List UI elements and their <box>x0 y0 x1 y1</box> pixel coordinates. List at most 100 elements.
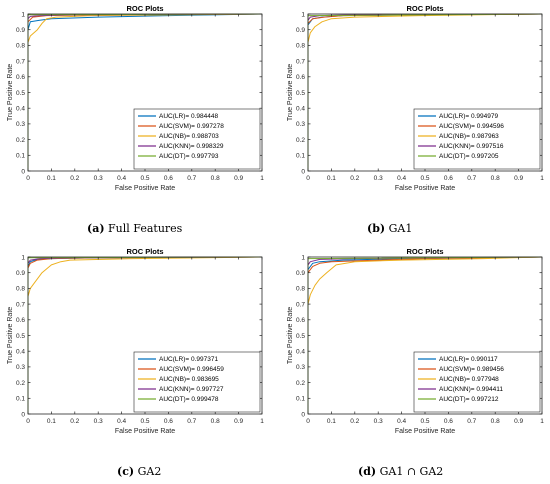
roc-panel-ga1: 0 0.1 0.2 0.3 0.4 0.5 0.6 0.7 0.8 0.9 1 0 0.1 0.2 0.3 0… <box>287 4 544 192</box>
legend-label-svm: AUC(SVM)= 0.994596 <box>439 123 504 130</box>
x-tick-label: 0.1 <box>47 175 56 182</box>
y-tick-label: 0 <box>21 168 25 175</box>
y-tick-label: 0.6 <box>296 317 305 324</box>
y-tick-label: 0.5 <box>296 333 305 340</box>
x-tick-label: 0.3 <box>374 418 383 425</box>
y-tick-label: 1 <box>21 11 25 18</box>
legend-label-svm: AUC(SVM)= 0.996459 <box>159 366 224 373</box>
legend-box <box>413 351 541 413</box>
legend-label-nb: AUC(NB)= 0.987963 <box>439 133 499 140</box>
y-tick-label: 0.6 <box>16 317 25 324</box>
legend-label-dt: AUC(DT)= 0.997793 <box>159 153 219 160</box>
x-tick-label: 0.9 <box>514 418 523 425</box>
legend: AUC(LR)= 0.994979 AUC(SVM)= 0.994596 AUC(N… <box>413 108 541 170</box>
x-tick-label: 0.9 <box>514 175 523 182</box>
y-tick-label: 0.6 <box>296 74 305 81</box>
x-tick-label: 0.4 <box>397 175 406 182</box>
x-tick-label: 0.8 <box>211 175 220 182</box>
legend-label-knn: AUC(KNN)= 0.997727 <box>159 386 224 393</box>
x-tick-label: 0.4 <box>397 418 406 425</box>
legend-label-nb: AUC(NB)= 0.977948 <box>439 376 499 383</box>
caption-d: (d) GA1 ∩ GA2 <box>358 465 443 478</box>
x-axis-label: False Positive Rate <box>115 185 175 192</box>
caption-c-text: GA2 <box>137 465 162 478</box>
x-tick-label: 0.6 <box>444 418 453 425</box>
y-tick-label: 1 <box>21 254 25 261</box>
caption-a-text: Full Features <box>108 222 183 235</box>
y-tick-label: 0.2 <box>16 137 25 144</box>
chart-title: ROC Plots <box>406 247 443 256</box>
y-tick-label: 1 <box>301 11 305 18</box>
legend-label-knn: AUC(KNN)= 0.997516 <box>439 143 504 150</box>
y-tick-label: 0.5 <box>16 333 25 340</box>
caption-b-text: GA1 <box>388 222 413 235</box>
y-tick-label: 0.4 <box>296 349 305 356</box>
x-tick-label: 0.9 <box>234 418 243 425</box>
x-tick-label: 0.5 <box>140 175 149 182</box>
chart-title: ROC Plots <box>126 247 163 256</box>
x-tick-label: 0.7 <box>467 418 476 425</box>
legend-box <box>413 108 541 170</box>
series-line-nb <box>307 256 543 414</box>
legend-label-nb: AUC(NB)= 0.988703 <box>159 133 219 140</box>
caption-c: (c) GA2 <box>117 465 161 478</box>
x-tick-label: 0.2 <box>70 418 79 425</box>
y-tick-label: 0.2 <box>16 380 25 387</box>
chart-title: ROC Plots <box>126 4 163 13</box>
y-tick-label: 0.8 <box>16 286 25 293</box>
y-tick-label: 0 <box>301 411 305 418</box>
x-tick-label: 0 <box>26 175 30 182</box>
legend-label-lr: AUC(LR)= 0.990117 <box>439 356 498 363</box>
legend-label-dt: AUC(DT)= 0.997205 <box>439 153 499 160</box>
x-tick-label: 0.8 <box>491 418 500 425</box>
y-tick-label: 0 <box>301 168 305 175</box>
y-tick-label: 0.4 <box>16 106 25 113</box>
y-tick-label: 0.9 <box>16 270 25 277</box>
legend-label-svm: AUC(SVM)= 0.989456 <box>439 366 504 373</box>
series-line-svm <box>307 256 543 414</box>
x-tick-label: 0 <box>306 175 310 182</box>
legend-label-svm: AUC(SVM)= 0.997278 <box>159 123 224 130</box>
y-tick-label: 0.8 <box>296 286 305 293</box>
x-tick-label: 0.5 <box>420 175 429 182</box>
caption-d-text: GA1 ∩ GA2 <box>379 465 444 478</box>
x-tick-label: 0.1 <box>327 175 336 182</box>
caption-b-letter: (b) <box>367 222 386 235</box>
y-axis-label: True Positive Rate <box>287 64 294 121</box>
roc-panel-ga2: 0 0.1 0.2 0.3 0.4 0.5 0.6 0.7 0.8 0.9 1 0 0.1 0.2 0.3 0… <box>7 247 264 435</box>
legend-box <box>133 108 261 170</box>
x-tick-label: 0.4 <box>117 418 126 425</box>
x-tick-label: 1 <box>540 175 544 182</box>
y-tick-label: 0.9 <box>296 27 305 34</box>
y-tick-label: 0.7 <box>16 58 25 65</box>
legend-label-knn: AUC(KNN)= 0.998329 <box>159 143 224 150</box>
legend-label-knn: AUC(KNN)= 0.994411 <box>439 386 503 393</box>
y-tick-label: 0.8 <box>16 43 25 50</box>
x-tick-label: 0.5 <box>420 418 429 425</box>
legend: AUC(LR)= 0.997371 AUC(SVM)= 0.996459 AUC(N… <box>133 351 261 413</box>
x-tick-label: 0 <box>306 418 310 425</box>
x-tick-label: 0.3 <box>374 175 383 182</box>
y-tick-label: 0.2 <box>296 380 305 387</box>
x-tick-label: 0.7 <box>187 418 196 425</box>
x-tick-label: 0.2 <box>350 418 359 425</box>
y-tick-label: 0 <box>21 411 25 418</box>
legend: AUC(LR)= 0.984448 AUC(SVM)= 0.997278 AUC(N… <box>133 108 261 170</box>
legend-label-dt: AUC(DT)= 0.999478 <box>159 396 219 403</box>
legend-label-lr: AUC(LR)= 0.984448 <box>159 113 218 120</box>
y-tick-label: 1 <box>301 254 305 261</box>
y-tick-label: 0.5 <box>16 90 25 97</box>
legend-label-lr: AUC(LR)= 0.997371 <box>159 356 218 363</box>
y-axis-label: True Positive Rate <box>7 64 14 121</box>
legend-box <box>133 351 261 413</box>
x-tick-label: 0.7 <box>187 175 196 182</box>
y-tick-label: 0.3 <box>16 121 25 128</box>
legend: AUC(LR)= 0.990117 AUC(SVM)= 0.989456 AUC(N… <box>413 351 541 413</box>
x-tick-label: 0.1 <box>327 418 336 425</box>
x-tick-label: 0.2 <box>70 175 79 182</box>
x-tick-label: 0.6 <box>164 418 173 425</box>
y-tick-label: 0.6 <box>16 74 25 81</box>
y-tick-label: 0.5 <box>296 90 305 97</box>
